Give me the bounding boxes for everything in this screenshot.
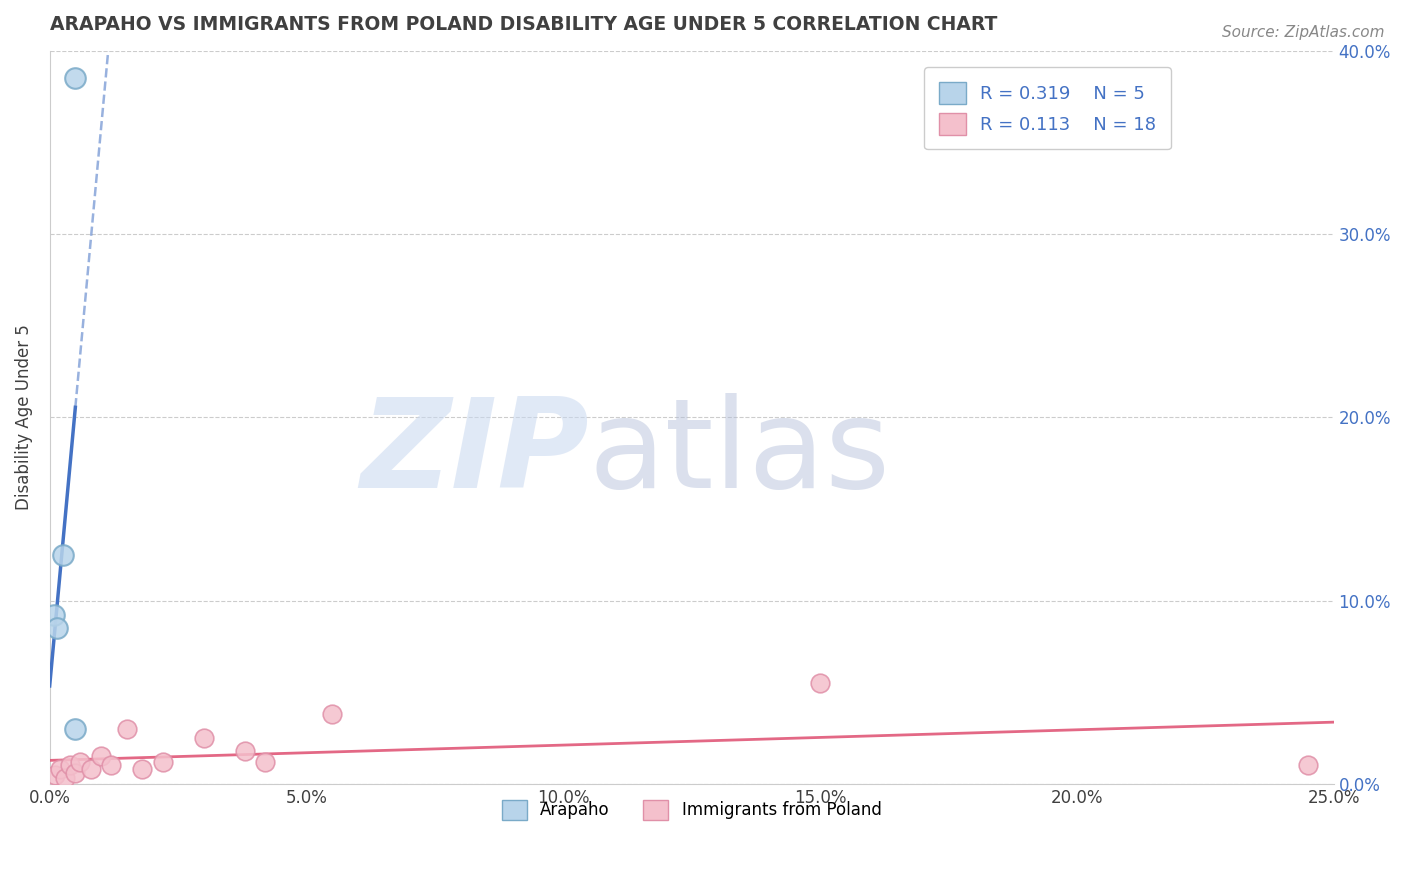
Point bbox=[233, 744, 256, 758]
Point bbox=[808, 676, 831, 690]
Point bbox=[193, 731, 215, 745]
Point bbox=[115, 722, 138, 736]
Point bbox=[100, 758, 122, 772]
Point bbox=[59, 758, 82, 772]
Y-axis label: Disability Age Under 5: Disability Age Under 5 bbox=[15, 325, 32, 510]
Point bbox=[152, 755, 174, 769]
Text: ARAPAHO VS IMMIGRANTS FROM POLAND DISABILITY AGE UNDER 5 CORRELATION CHART: ARAPAHO VS IMMIGRANTS FROM POLAND DISABI… bbox=[49, 15, 997, 34]
Point bbox=[90, 749, 112, 764]
Point bbox=[65, 722, 87, 736]
Legend: Arapaho, Immigrants from Poland: Arapaho, Immigrants from Poland bbox=[495, 793, 889, 827]
Point bbox=[42, 608, 65, 623]
Point bbox=[321, 707, 343, 722]
Point bbox=[53, 771, 76, 785]
Point bbox=[44, 767, 66, 781]
Point bbox=[131, 762, 153, 776]
Point bbox=[46, 621, 69, 635]
Point bbox=[254, 755, 277, 769]
Text: ZIP: ZIP bbox=[360, 393, 589, 515]
Point bbox=[65, 765, 87, 780]
Point bbox=[80, 762, 103, 776]
Point bbox=[51, 548, 73, 562]
Point bbox=[65, 71, 87, 86]
Text: atlas: atlas bbox=[589, 393, 891, 515]
Point bbox=[1296, 758, 1319, 772]
Point bbox=[69, 755, 91, 769]
Point bbox=[49, 762, 72, 776]
Text: Source: ZipAtlas.com: Source: ZipAtlas.com bbox=[1222, 25, 1385, 40]
